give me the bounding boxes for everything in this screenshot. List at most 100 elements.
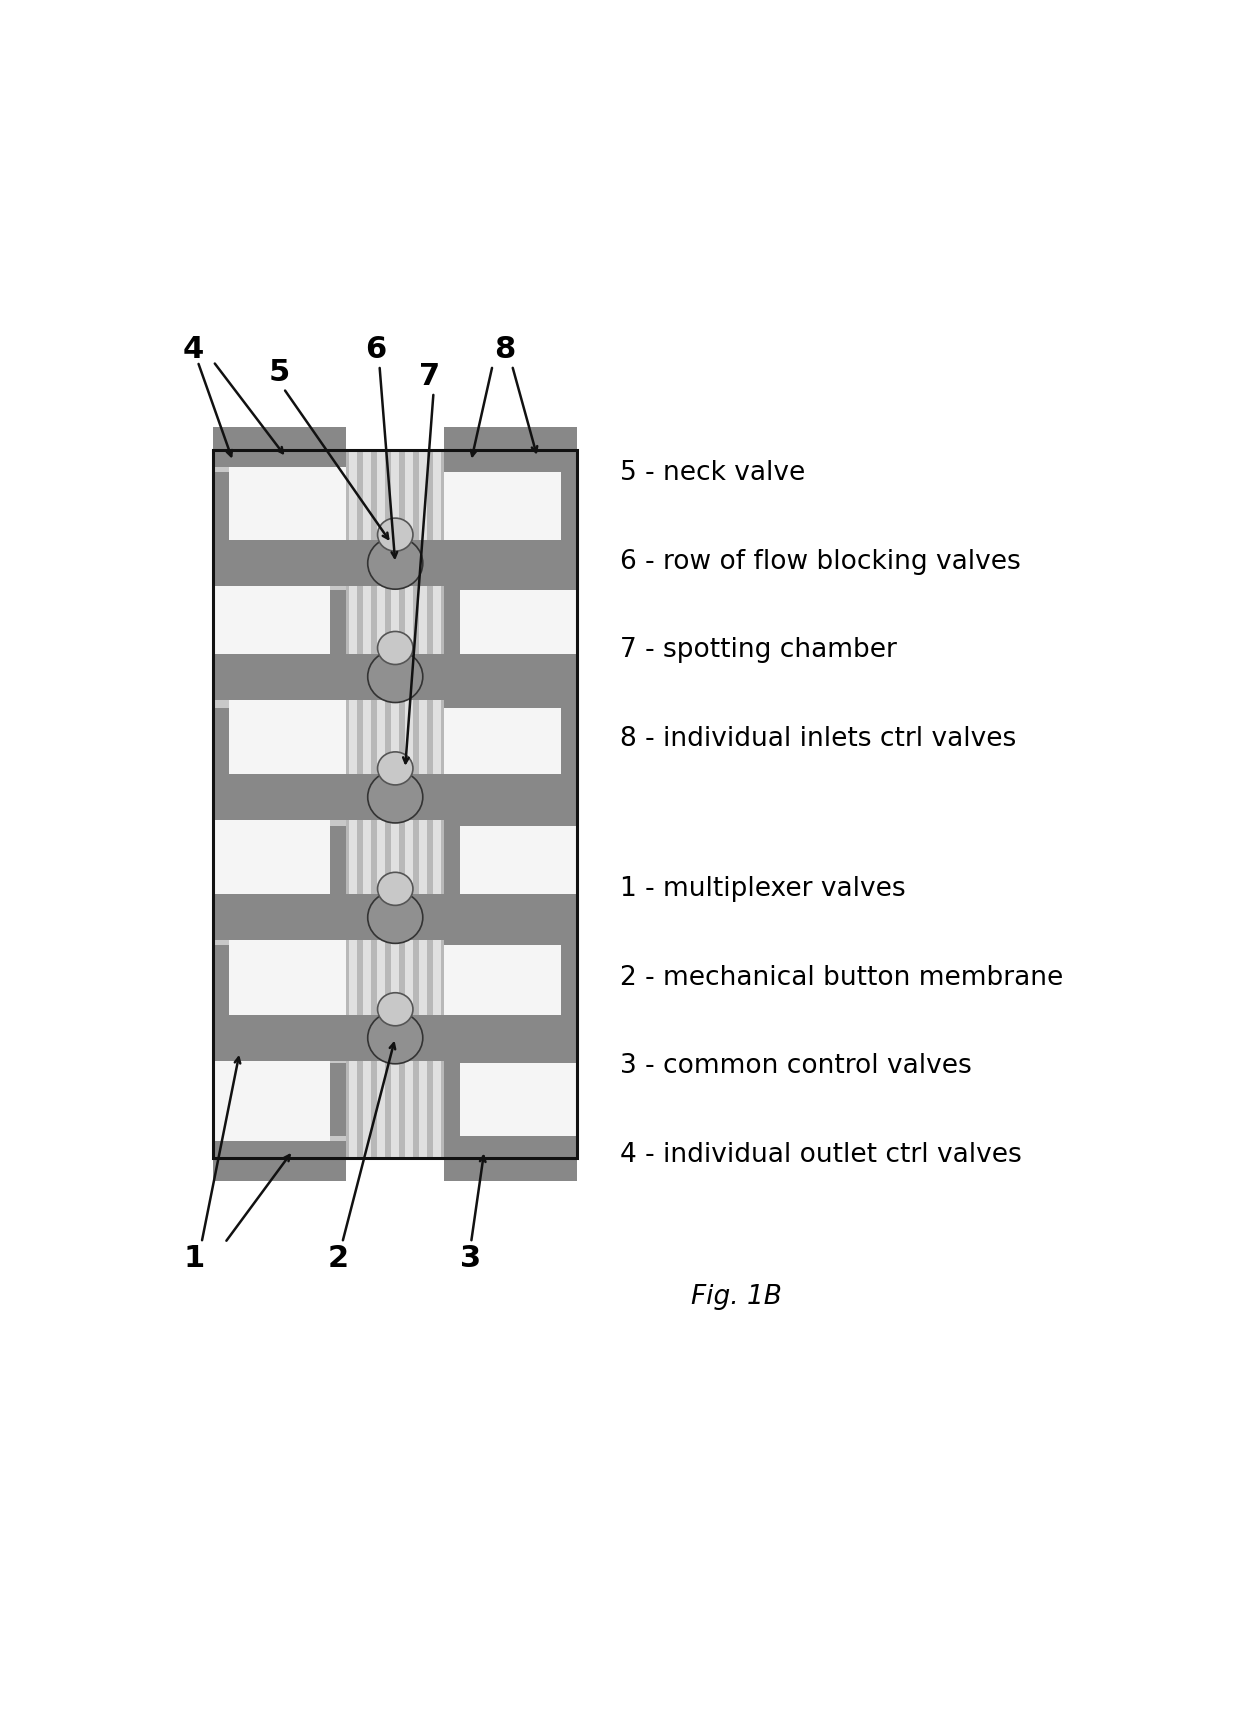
Text: 8: 8 <box>494 335 515 364</box>
Text: 8 - individual inlets ctrl valves: 8 - individual inlets ctrl valves <box>620 725 1017 751</box>
Bar <box>444 782 578 827</box>
Text: 5 - neck valve: 5 - neck valve <box>620 460 805 486</box>
Bar <box>213 709 229 782</box>
Bar <box>213 472 346 546</box>
Ellipse shape <box>377 872 413 905</box>
Text: 4 - individual outlet ctrl valves: 4 - individual outlet ctrl valves <box>620 1141 1022 1167</box>
Text: 3: 3 <box>460 1243 481 1273</box>
Text: Fig. 1B: Fig. 1B <box>691 1283 781 1309</box>
Ellipse shape <box>368 772 423 824</box>
Bar <box>377 449 384 1158</box>
Ellipse shape <box>368 650 423 702</box>
Bar <box>444 1018 578 1063</box>
Bar <box>213 895 578 940</box>
Bar <box>213 664 346 709</box>
Ellipse shape <box>368 538 423 590</box>
Bar <box>444 449 578 1158</box>
Bar <box>213 449 346 1158</box>
Bar <box>444 709 578 782</box>
Bar <box>444 590 460 664</box>
Text: 2: 2 <box>327 1243 348 1273</box>
Bar <box>213 590 346 664</box>
Bar <box>330 827 346 900</box>
Bar <box>444 472 578 546</box>
Bar <box>444 427 578 472</box>
Ellipse shape <box>377 631 413 664</box>
Bar <box>213 1054 346 1141</box>
Bar <box>433 449 441 1158</box>
Text: 4: 4 <box>184 335 205 364</box>
Bar <box>213 546 346 581</box>
Bar <box>213 581 346 659</box>
Bar <box>562 709 578 782</box>
Bar <box>346 449 444 1158</box>
Bar <box>444 1136 578 1181</box>
Bar <box>213 813 346 900</box>
Bar <box>213 449 578 1158</box>
Bar <box>213 659 346 694</box>
Bar <box>213 449 578 1158</box>
Bar <box>330 590 346 664</box>
Bar <box>330 1063 346 1136</box>
Ellipse shape <box>368 891 423 943</box>
Bar <box>213 773 578 820</box>
Bar <box>213 945 229 1018</box>
Bar <box>213 709 346 782</box>
Bar <box>444 827 460 900</box>
Bar <box>330 581 346 659</box>
Bar <box>562 945 578 1018</box>
Bar <box>419 449 427 1158</box>
Bar <box>213 694 229 780</box>
Text: 7 - spotting chamber: 7 - spotting chamber <box>620 636 897 662</box>
Bar <box>213 782 346 827</box>
Text: 1 - multiplexer valves: 1 - multiplexer valves <box>620 876 905 902</box>
Bar <box>213 1018 346 1063</box>
Bar <box>213 466 346 546</box>
Bar <box>213 694 346 780</box>
Bar <box>213 449 346 1158</box>
Bar <box>363 449 371 1158</box>
Ellipse shape <box>377 994 413 1027</box>
Bar <box>562 472 578 546</box>
Bar <box>213 546 346 590</box>
Bar <box>444 664 578 709</box>
Bar <box>213 900 346 945</box>
Bar <box>213 1136 346 1181</box>
Text: 6: 6 <box>365 335 386 364</box>
Bar <box>213 945 346 1018</box>
Bar <box>213 935 229 1021</box>
Bar <box>444 945 578 1018</box>
Bar <box>213 1014 578 1061</box>
Bar <box>330 813 346 900</box>
Bar <box>213 472 229 546</box>
Bar <box>213 466 229 546</box>
Bar <box>444 900 578 945</box>
Bar <box>213 434 346 466</box>
Bar <box>213 1021 346 1054</box>
Text: 6 - row of flow blocking valves: 6 - row of flow blocking valves <box>620 548 1021 574</box>
Bar <box>213 780 346 813</box>
Bar <box>348 449 357 1158</box>
Text: 7: 7 <box>419 362 440 392</box>
Bar <box>330 1054 346 1141</box>
Bar <box>444 546 578 590</box>
Bar <box>213 654 578 699</box>
Text: 3 - common control valves: 3 - common control valves <box>620 1053 972 1079</box>
Bar <box>444 1063 578 1136</box>
Ellipse shape <box>377 518 413 551</box>
Bar <box>391 449 399 1158</box>
Bar <box>444 827 578 900</box>
Ellipse shape <box>368 1013 423 1063</box>
Bar <box>213 827 346 900</box>
Bar <box>405 449 413 1158</box>
Bar <box>213 541 578 586</box>
Bar <box>213 1063 346 1136</box>
Text: 2 - mechanical button membrane: 2 - mechanical button membrane <box>620 964 1063 990</box>
Bar <box>213 935 346 1021</box>
Text: 1: 1 <box>184 1243 205 1273</box>
Bar <box>213 427 346 472</box>
Ellipse shape <box>377 753 413 786</box>
Bar <box>213 900 346 935</box>
Text: 5: 5 <box>269 359 290 387</box>
Bar <box>444 590 578 664</box>
